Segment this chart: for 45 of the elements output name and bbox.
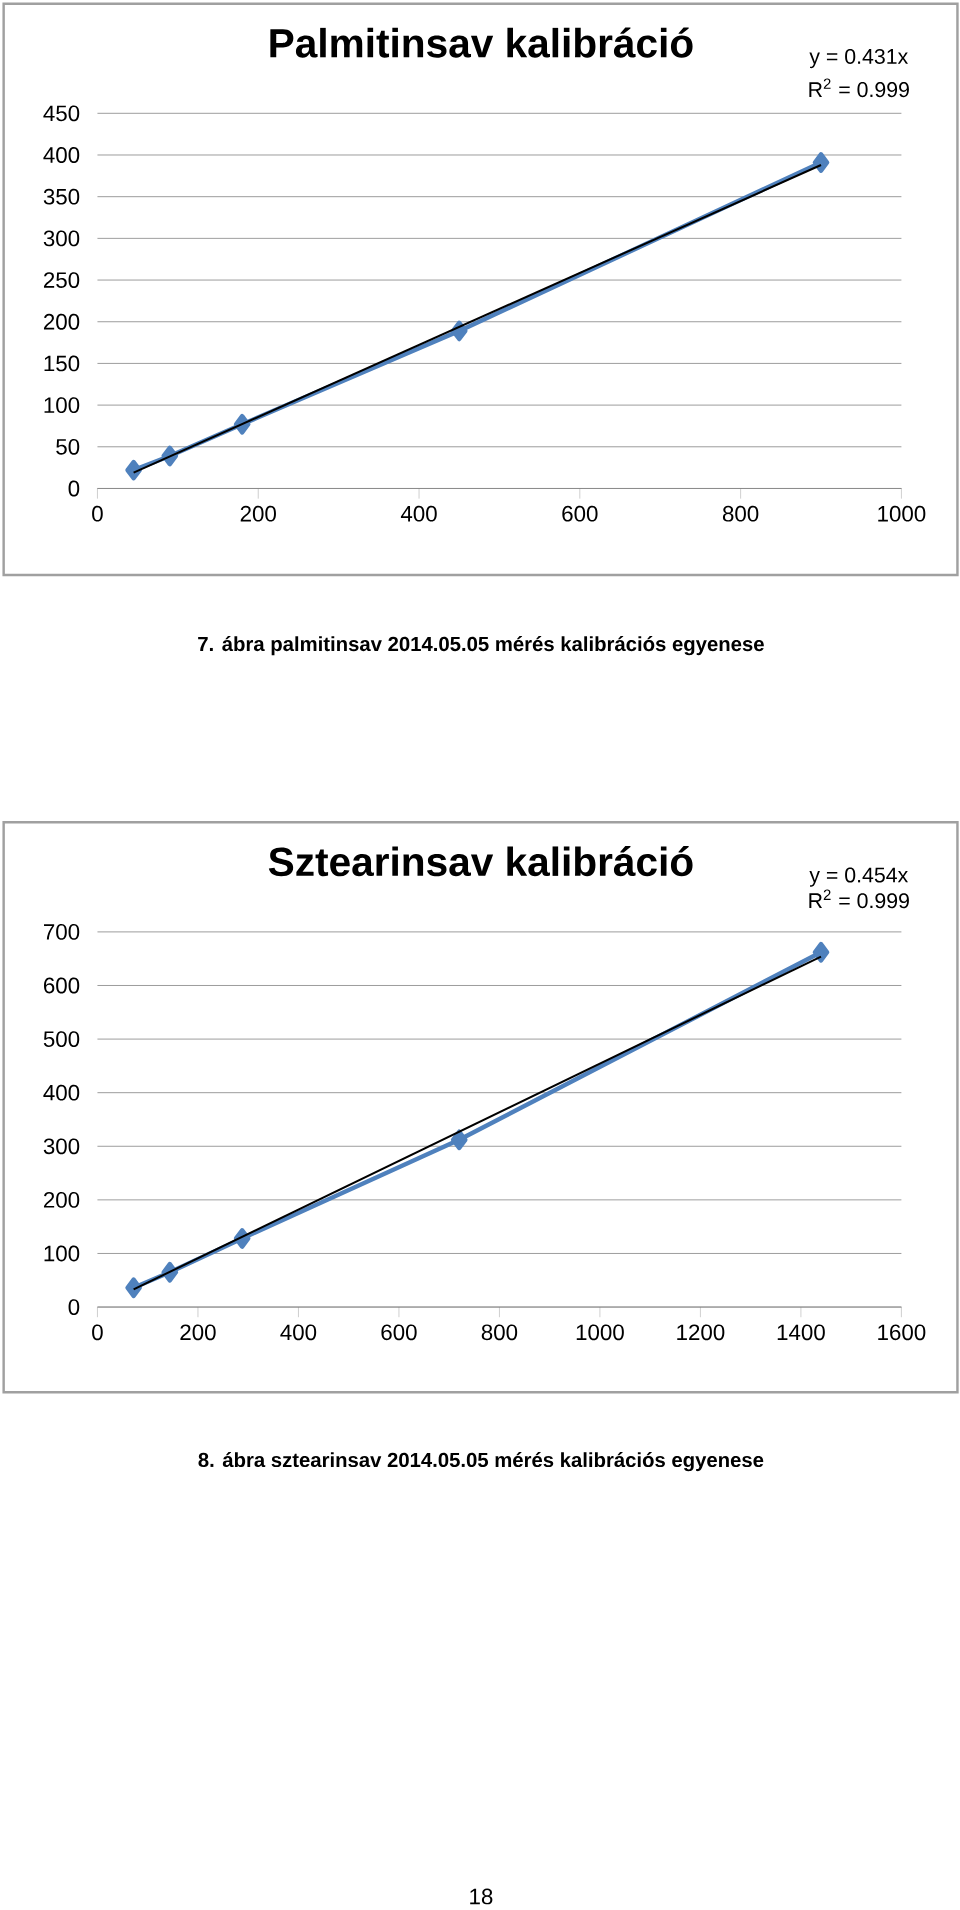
point (450, 1129, 468, 1151)
y-tick-label: 300 (43, 1138, 80, 1155)
chart-title: Palmitinsav kalibráció (270, 27, 693, 58)
y-tick-label: 0 (68, 480, 80, 497)
y-tick-label: 100 (44, 397, 80, 414)
text: y = 0.431x (809, 48, 909, 69)
x-tick-label: 0 (92, 1324, 103, 1341)
y-tick-label: 50 (56, 438, 80, 455)
y-tick-label: 350 (43, 188, 80, 205)
y-tick-label: 600 (44, 977, 80, 994)
x-tick-label: 0 (92, 505, 103, 522)
x-tick-label: 400 (400, 505, 437, 522)
y-tick-label: 0 (68, 1299, 80, 1315)
text: 8. ábra sztearinsav 2014.05.05 mérés kalibrációs egyenese (198, 1452, 764, 1472)
text: R$^{2}$ = 0.999 (809, 78, 909, 98)
x-tick-label: 800 (481, 1324, 518, 1341)
text: 7. ábra palmitinsav 2014.05.05 mérés kalibrációs egyenese (198, 636, 764, 656)
y-tick-label: 200 (44, 313, 80, 330)
x-tick-label: 1000 (576, 1324, 624, 1341)
point (812, 152, 830, 173)
x-tick-label: 400 (280, 1324, 317, 1341)
y-tick-label: 150 (44, 355, 80, 372)
x-tick-label: 200 (180, 1324, 216, 1341)
y-tick-label: 400 (43, 1084, 80, 1101)
y-tick-label: 500 (43, 1031, 80, 1047)
x-tick-label: 200 (240, 505, 277, 522)
x-tick-label: 600 (562, 505, 598, 522)
x-tick-label: 1400 (777, 1324, 825, 1341)
x-tick-label: 600 (381, 1324, 417, 1341)
y-tick-label: 450 (43, 105, 80, 122)
point (812, 941, 830, 963)
y-tick-label: 700 (44, 924, 80, 940)
y-tick-label: 100 (44, 1245, 80, 1262)
text: 18 (470, 1888, 493, 1905)
y-tick-label: 250 (44, 272, 80, 288)
x-tick-label: 1000 (878, 505, 926, 522)
y-tick-label: 200 (44, 1191, 80, 1208)
y-tick-label: 400 (43, 147, 80, 163)
text: R$^{2}$ = 0.999 (809, 889, 909, 909)
text: y = 0.454x (809, 867, 909, 887)
x-tick-label: 1200 (677, 1324, 725, 1341)
x-tick-label: 800 (723, 505, 759, 522)
x-tick-label: 1600 (878, 1324, 926, 1341)
chart-title: Sztearinsav kalibráció (268, 846, 693, 877)
y-tick-label: 300 (43, 230, 80, 247)
